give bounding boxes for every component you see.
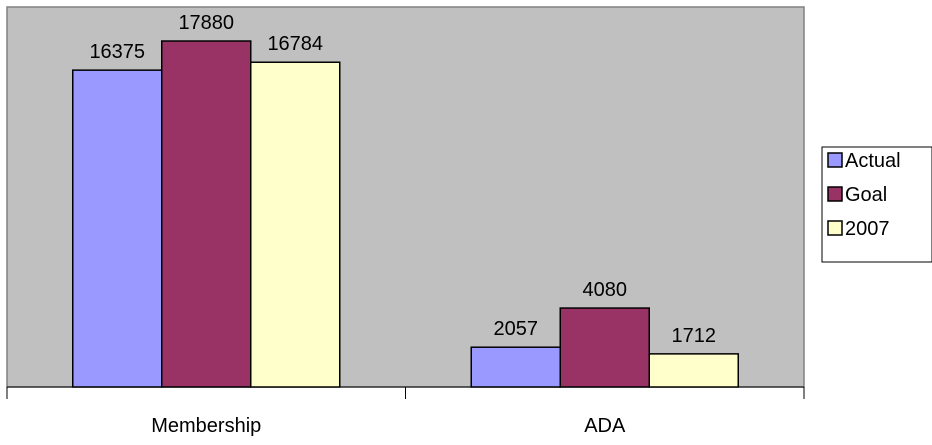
legend-label-actual: Actual: [845, 150, 901, 172]
legend: Actual Goal 2007: [821, 146, 932, 263]
legend-swatch-goal: [827, 186, 843, 202]
data-label: 16784: [267, 33, 323, 55]
data-labels-group: 16375 17880 16784 2057 4080 1712: [89, 12, 716, 347]
legend-label-2007: 2007: [845, 218, 890, 240]
data-label: 1712: [672, 325, 717, 347]
bar-membership-2007: [250, 61, 341, 388]
x-axis: Membership ADA: [6, 386, 805, 437]
data-label: 16375: [89, 41, 145, 63]
data-label: 2057: [494, 318, 539, 340]
bar-membership-goal: [161, 40, 252, 388]
category-label: ADA: [584, 415, 626, 437]
data-label: 17880: [178, 12, 234, 34]
bar-ada-goal: [559, 307, 650, 388]
bar-ada-actual: [470, 346, 561, 388]
bar-ada-2007: [648, 353, 739, 388]
legend-swatch-2007: [827, 220, 843, 236]
legend-swatch-actual: [827, 152, 843, 168]
bar-membership-actual: [72, 69, 163, 388]
category-label: Membership: [151, 415, 261, 437]
legend-label-goal: Goal: [845, 184, 887, 206]
bars-group: [72, 40, 739, 388]
data-label: 4080: [583, 279, 628, 301]
